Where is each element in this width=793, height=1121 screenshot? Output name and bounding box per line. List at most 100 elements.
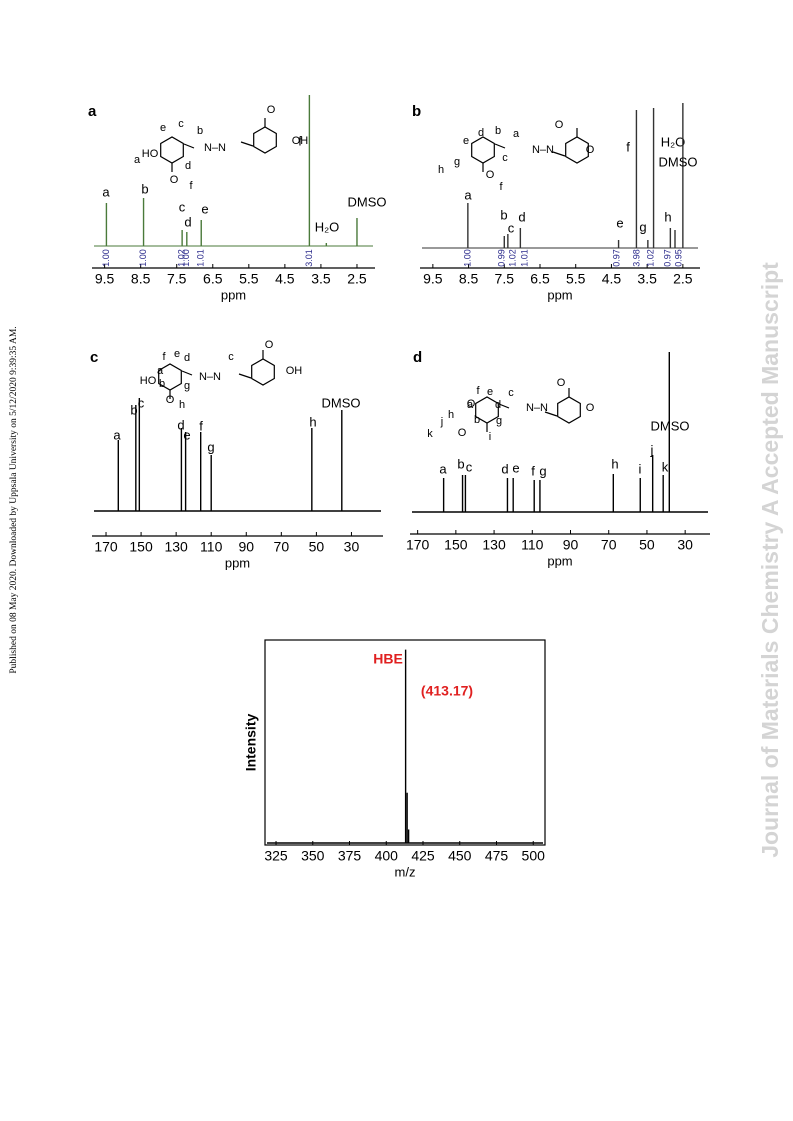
x-tick-label: 6.5 xyxy=(530,271,550,287)
peak-label: a xyxy=(464,187,472,202)
structure-label: f xyxy=(189,180,193,192)
integral-label: 1.02 xyxy=(177,249,187,267)
x-tick-label: 110 xyxy=(521,537,544,553)
integral-label: 1.00 xyxy=(181,249,191,267)
peak-label: h xyxy=(611,456,618,471)
peak-label: g xyxy=(639,219,646,234)
watermark: Journal of Materials Chemistry A Accepte… xyxy=(757,262,783,858)
structure-label: d xyxy=(478,127,484,139)
structure-bond xyxy=(181,370,193,376)
structure-label: a xyxy=(513,128,520,140)
structure-label: O xyxy=(467,398,476,410)
structure-label: OH xyxy=(286,365,303,377)
structure-label: O xyxy=(586,144,595,156)
structure-ring xyxy=(471,136,495,164)
structure-label: f xyxy=(476,385,480,397)
peak-label: d xyxy=(501,461,508,476)
integral-label: 1.00 xyxy=(138,249,148,267)
structure-ring xyxy=(565,136,589,164)
peak-label: DMSO xyxy=(659,154,698,169)
x-tick-label: 90 xyxy=(238,539,254,555)
x-tick-label: 500 xyxy=(522,848,546,864)
x-tick-label: 9.5 xyxy=(95,271,115,287)
peak-label: DMSO xyxy=(322,395,361,410)
structure-label: O xyxy=(555,119,564,131)
x-tick-label: 30 xyxy=(677,537,693,553)
x-tick-label: 30 xyxy=(344,539,360,555)
x-tick-label: 6.5 xyxy=(203,271,223,287)
peak-label: e xyxy=(183,427,190,442)
structure-label: c xyxy=(178,118,184,130)
structure-label: g xyxy=(184,380,190,392)
annotation: HBE xyxy=(373,651,403,667)
x-tick-label: 150 xyxy=(129,539,153,555)
structure-label: OH xyxy=(292,135,309,147)
peak-label: b xyxy=(457,456,464,471)
structure-ring xyxy=(160,136,184,164)
peak-label: H₂O xyxy=(315,219,340,234)
x-tick-label: 70 xyxy=(601,537,617,553)
structure-label: k xyxy=(427,428,433,440)
panel-letter: a xyxy=(88,103,97,120)
structure-label: g xyxy=(454,156,460,168)
panel-letter: d xyxy=(413,349,422,366)
structure-bond xyxy=(494,143,506,149)
structure-ring xyxy=(253,126,277,154)
x-axis-label: ppm xyxy=(221,287,246,302)
x-tick-label: 7.5 xyxy=(495,271,515,287)
structure-label: b xyxy=(159,378,165,390)
integral-label: 1.00 xyxy=(462,249,472,267)
peak-label: f xyxy=(626,139,630,154)
peak-label: d xyxy=(184,214,191,229)
peak-label: c xyxy=(179,199,186,214)
structure-label: O xyxy=(557,377,566,389)
structure-label: O xyxy=(486,169,495,181)
peak-label: e xyxy=(512,460,519,475)
structure-label: HO xyxy=(142,148,159,160)
structure-label: f xyxy=(162,351,166,363)
x-tick-label: 50 xyxy=(309,539,325,555)
structure-label: a xyxy=(467,399,474,411)
integral-label: 0.97 xyxy=(611,249,621,267)
structure-label: O xyxy=(586,402,595,414)
x-tick-label: 150 xyxy=(444,537,468,553)
x-tick-label: 3.5 xyxy=(637,271,657,287)
x-tick-label: 475 xyxy=(485,848,509,864)
x-tick-label: 70 xyxy=(274,539,290,555)
x-axis-label: m/z xyxy=(395,864,416,879)
side-note: Published on 08 May 2020. Downloaded by … xyxy=(9,326,19,673)
integral-label: 0.95 xyxy=(673,249,683,267)
structure-label: O xyxy=(458,427,467,439)
structure-label: j xyxy=(440,416,443,428)
panel-letter: c xyxy=(90,349,98,366)
structure-label: b xyxy=(474,414,480,426)
structure-ring xyxy=(251,358,275,386)
x-tick-label: 8.5 xyxy=(459,271,479,287)
peak-label: e xyxy=(201,201,208,216)
structure-ring xyxy=(557,396,581,424)
peak-label: b xyxy=(130,402,137,417)
peak-label: h xyxy=(664,209,671,224)
peak-label: a xyxy=(102,184,110,199)
integral-label: 1.01 xyxy=(196,249,206,267)
x-tick-label: 3.5 xyxy=(311,271,331,287)
peak-label: h xyxy=(309,414,316,429)
integral-label: 1.00 xyxy=(101,249,111,267)
structure-label: h xyxy=(448,409,454,421)
structure-label: HO xyxy=(140,375,157,387)
integral-label: 0.97 xyxy=(662,249,672,267)
x-tick-label: 50 xyxy=(639,537,655,553)
structure-label: c xyxy=(508,387,514,399)
structure-label: d xyxy=(495,399,501,411)
x-axis-label: ppm xyxy=(225,555,250,570)
structure-label: O xyxy=(170,174,179,186)
structure-bond xyxy=(238,373,252,379)
peak-label: DMSO xyxy=(348,194,387,209)
integral-label: 0.99 xyxy=(496,249,506,267)
structure-bond xyxy=(183,143,195,149)
structure-label: d xyxy=(185,160,191,172)
structure-label: g xyxy=(496,415,502,427)
peak-label: c xyxy=(138,395,145,410)
structure-label: e xyxy=(174,348,180,360)
